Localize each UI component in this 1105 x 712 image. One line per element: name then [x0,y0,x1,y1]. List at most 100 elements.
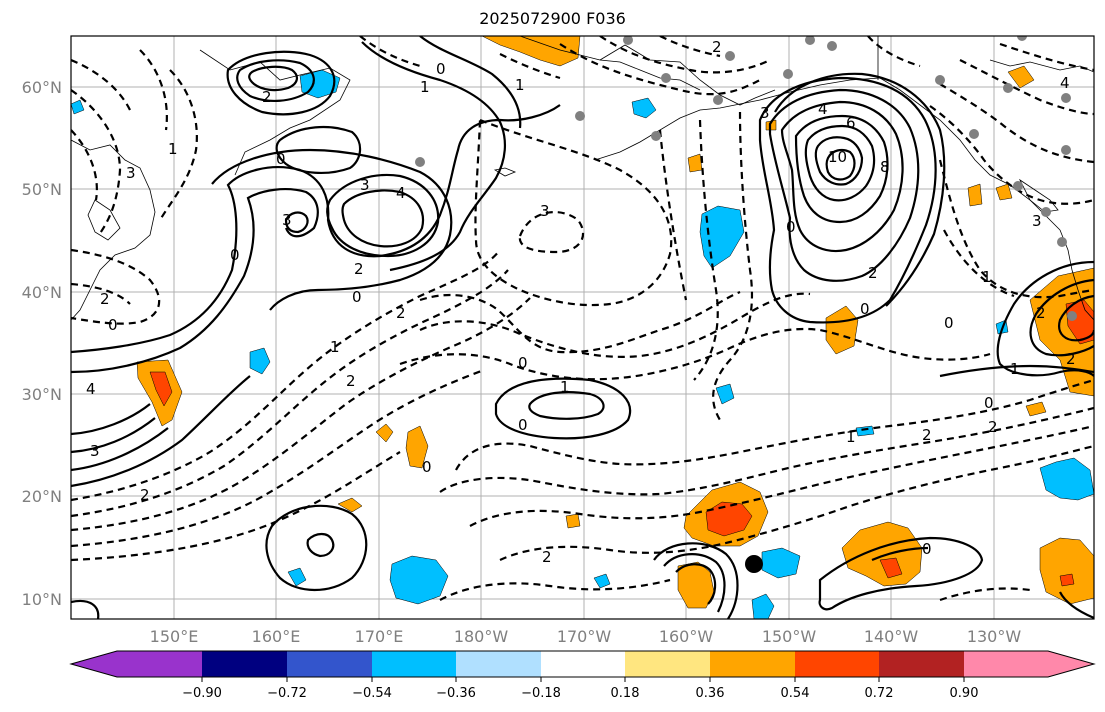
contour-label: 2 [262,88,272,106]
longitude-labels: 150°E 160°E 170°E 180°W 170°W 160°W 150°… [150,627,1022,646]
colorbar-segment [202,651,287,677]
contour-label: 0 [422,458,432,476]
colorbar-segment [710,651,795,677]
contour-label: 6 [846,114,856,132]
lon-label: 150°E [150,627,199,646]
colorbar-tick-label: 0.54 [781,686,810,701]
colorbar-tick-label: 0.72 [865,686,894,701]
contour-label: 1 [330,338,340,356]
colorbar-segment [71,651,117,677]
lat-label: 30°N [22,385,62,404]
lon-label: 180°W [454,627,509,646]
lat-label: 10°N [22,590,62,609]
station-marker [661,73,671,83]
contour-label: 0 [436,60,446,78]
contour-label: 2 [346,372,356,390]
lat-label: 20°N [22,487,62,506]
contour-label: 0 [276,150,286,168]
colorbar-segment [372,651,456,677]
storm-center-marker [745,555,763,573]
station-marker [969,129,979,139]
contour-label: 0 [352,288,362,306]
contour-label: 0 [944,314,954,332]
lon-label: 150°W [762,627,817,646]
contour-label: 0 [518,416,528,434]
map-area [71,31,1094,619]
contour-label: 2 [868,264,878,282]
lon-label: 160°W [659,627,714,646]
colorbar-segment [1048,651,1094,677]
contour-label: 1 [515,76,525,94]
contour-label: 2 [542,548,552,566]
contour-label: 0 [860,300,870,318]
contour-label: 2 [1066,350,1076,368]
positive-anomaly-area [1060,574,1074,586]
contour-label: 0 [786,218,796,236]
colorbar-segment [117,651,202,677]
contour-label: 1 [846,428,856,446]
colorbar-segment [625,651,710,677]
colorbar-tick-label: −0.54 [352,686,392,701]
contour-label: 3 [760,104,770,122]
contour-label: 2 [396,304,406,322]
station-marker [651,131,661,141]
contour-label: 1 [1010,360,1020,378]
contour-label: 3 [360,176,370,194]
contour-label: 2 [1036,304,1046,322]
colorbar: −0.90 −0.72 −0.54 −0.36 −0.18 0.18 0.36 … [71,651,1094,701]
colorbar-tick-label: −0.18 [521,686,561,701]
station-marker [1067,311,1077,321]
contour-label: 4 [86,380,96,398]
colorbar-tick-label: 0.90 [950,686,979,701]
lon-label: 160°E [252,627,301,646]
positive-anomaly-area [968,184,982,206]
contour-label: 3 [282,211,292,229]
latitude-labels: 60°N 50°N 40°N 30°N 20°N 10°N [22,78,62,609]
contour-label: 1 [168,140,178,158]
contour-label: 0 [984,394,994,412]
contour-label: 3 [540,202,550,220]
station-marker [1003,83,1013,93]
positive-anomaly-area [566,514,580,528]
contour-label: 0 [108,316,118,334]
colorbar-tick-label: −0.36 [436,686,476,701]
station-marker [1061,93,1071,103]
colorbar-segment [964,651,1048,677]
contour-label: 2 [140,486,150,504]
colorbar-segment [456,651,541,677]
station-marker [575,111,585,121]
contour-label: 0 [922,540,932,558]
lon-label: 170°E [355,627,404,646]
contour-label: 4 [1060,74,1070,92]
contour-label: 1 [420,78,430,96]
contour-label: 4 [818,100,828,118]
colorbar-tick-label: −0.72 [267,686,307,701]
lon-label: 130°W [967,627,1022,646]
contour-label: 2 [354,260,364,278]
contour-label: 3 [1032,212,1042,230]
station-marker [935,75,945,85]
contour-label: 3 [126,164,136,182]
station-marker [1013,181,1023,191]
lat-label: 50°N [22,180,62,199]
contour-label: 3 [90,442,100,460]
colorbar-segment [287,651,372,677]
contour-label: 4 [396,184,406,202]
contour-label: 0 [230,246,240,264]
contour-label: 2 [712,38,722,56]
colorbar-tick-label: −0.90 [182,686,222,701]
contour-label: 2 [988,418,998,436]
lon-label: 140°W [864,627,919,646]
contour-label: 0 [518,354,528,372]
station-marker [783,69,793,79]
colorbar-segment [795,651,879,677]
negative-anomaly-area [856,426,874,436]
station-marker [1057,237,1067,247]
station-marker [1061,145,1071,155]
contour-label: 1 [982,268,992,286]
contour-label: 10 [828,148,847,166]
contour-label: 2 [922,426,932,444]
contour-label: 1 [560,378,570,396]
lat-label: 40°N [22,283,62,302]
